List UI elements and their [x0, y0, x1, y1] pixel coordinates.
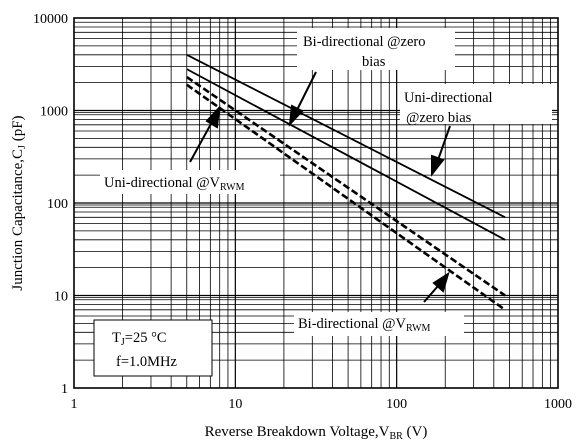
temperature-label: TJ=25 °C	[112, 330, 167, 348]
bi-zero-label-line2: bias	[362, 54, 386, 70]
bi-zero-box	[297, 28, 455, 70]
series-line-1	[186, 54, 506, 219]
x-tick-label: 1000	[544, 397, 572, 412]
y-tick-label: 10	[54, 290, 68, 305]
x-tick-label: 1	[71, 397, 78, 412]
uni-zero-label-line1: Uni-directional	[404, 90, 493, 106]
series-line-4	[186, 83, 506, 311]
bi-vrwm-box	[294, 312, 464, 336]
arrow-bi-vrwm	[423, 285, 439, 303]
arrow-bi-zero-head	[288, 104, 304, 127]
uni-vrwm-box	[100, 170, 280, 194]
arrow-bi-zero	[295, 71, 317, 113]
y-tick-label: 1000	[40, 105, 68, 120]
bi-zero-label-line1: Bi-directional @zero	[303, 34, 425, 50]
arrow-uni-zero	[437, 125, 451, 161]
series-line-3	[186, 75, 506, 297]
tick-labels: 1 10 100 1000 1 10 100 1000 10000	[33, 12, 572, 412]
y-axis-title: Junction Capacitance,CJ (pF)	[10, 115, 28, 290]
arrow-bi-vrwm-head	[432, 271, 450, 293]
arrow-uni-zero-head	[431, 154, 445, 177]
series-line-2	[186, 68, 506, 241]
uni-zero-box	[400, 84, 552, 124]
x-tick-label: 100	[386, 397, 407, 412]
series-group	[186, 54, 506, 311]
x-tick-label: 10	[228, 397, 242, 412]
arrow-uni-vrwm	[189, 121, 213, 163]
plot-frame	[73, 17, 559, 389]
y-tick-label: 1	[61, 382, 68, 397]
y-tick-label: 10000	[33, 12, 68, 27]
arrow-uni-vrwm-head	[205, 105, 221, 129]
x-axis-title: Reverse Breakdown Voltage,VBR (V)	[205, 424, 428, 441]
bi-vrwm-label: Bi-directional @VRWM	[298, 316, 431, 334]
frequency-label: f=1.0MHz	[116, 354, 177, 370]
conditions-box	[93, 319, 213, 377]
uni-vrwm-label: Uni-directional @VRWM	[104, 175, 245, 193]
y-tick-label: 100	[47, 197, 68, 212]
uni-zero-label-line2: @zero bias	[406, 110, 472, 126]
